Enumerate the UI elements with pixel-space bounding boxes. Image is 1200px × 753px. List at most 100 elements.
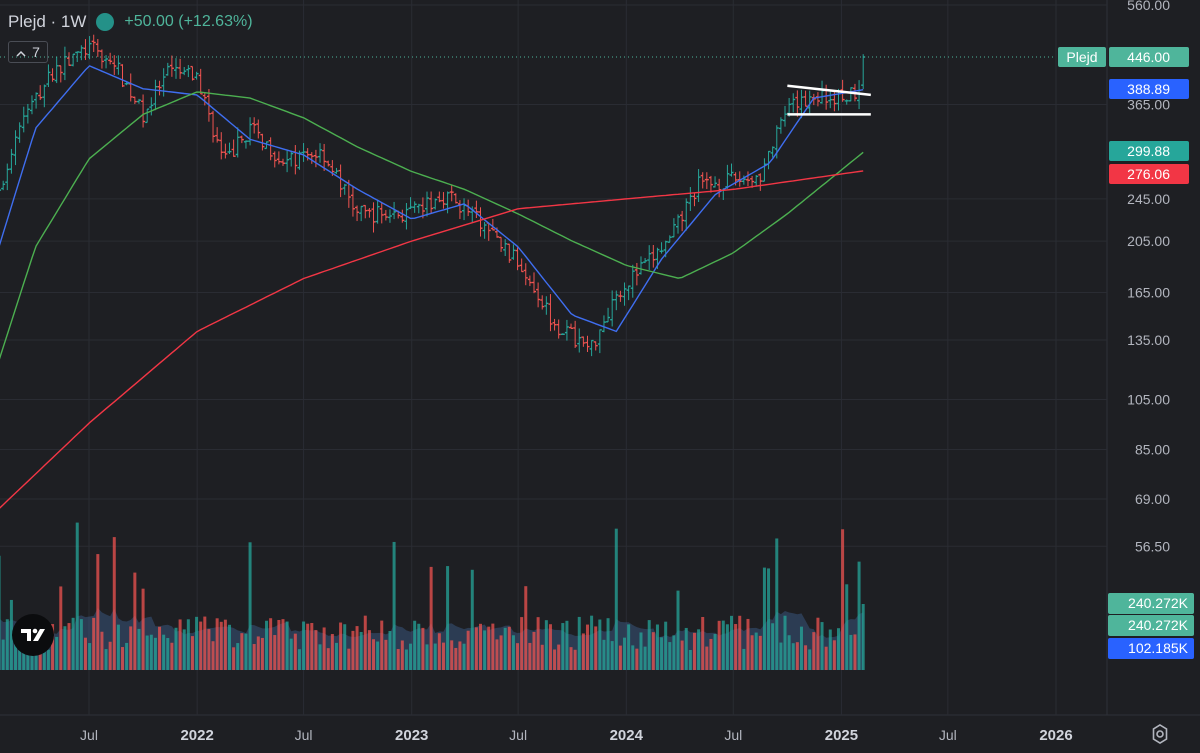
volume-bar <box>660 637 664 670</box>
volume-bar <box>244 633 248 670</box>
volume-bar <box>820 622 824 670</box>
time-axis-label: 2026 <box>1039 727 1072 744</box>
volume-tag-bg <box>1108 615 1194 636</box>
volume-bar <box>413 620 417 670</box>
volume-bar <box>34 647 38 670</box>
volume-bar <box>306 623 310 670</box>
volume-bar <box>713 633 717 670</box>
price-tag-bg <box>1109 47 1189 67</box>
volume-bar <box>347 648 351 670</box>
volume-bar <box>322 627 326 670</box>
volume-bar <box>211 641 215 670</box>
volume-bar <box>553 649 557 670</box>
volume-bar <box>487 626 491 670</box>
volume-bar <box>544 620 548 670</box>
volume-bar <box>565 620 569 670</box>
volume-bar <box>812 632 816 670</box>
volume-bar <box>479 623 483 670</box>
volume-bar <box>717 620 721 670</box>
volume-bar <box>92 617 96 670</box>
volume-bar <box>5 619 9 670</box>
volume-bar <box>857 561 861 670</box>
volume-tag-text: 102.185K <box>1128 640 1189 656</box>
volume-bar <box>775 538 779 670</box>
volume-bar <box>437 633 441 670</box>
volume-bar <box>404 649 408 670</box>
volume-bar <box>310 622 314 670</box>
volume-bar <box>548 624 552 670</box>
price-axis-label: 85.00 <box>1135 442 1170 458</box>
volume-bar <box>746 618 750 670</box>
volume-bar <box>725 624 729 670</box>
volume-bar <box>133 572 137 670</box>
tradingview-logo-icon[interactable] <box>12 614 54 656</box>
price-value-tag: 388.89 <box>1109 79 1189 99</box>
price-axis-label: 135.00 <box>1127 332 1170 348</box>
volume-tag-text: 240.272K <box>1128 595 1189 611</box>
volume-bar <box>684 627 688 670</box>
symbol-title[interactable]: Plejd · 1W <box>8 12 87 31</box>
volume-bar <box>651 632 655 670</box>
volume-bar <box>841 529 845 670</box>
volume-bar <box>190 636 194 670</box>
volume-bar <box>297 649 301 670</box>
volume-bar <box>281 619 285 670</box>
volume-bar <box>162 634 166 670</box>
volume-bar <box>351 630 355 670</box>
volume-bar <box>55 636 59 670</box>
volume-bar <box>730 615 734 670</box>
settings-gear-icon[interactable] <box>1150 724 1170 744</box>
volume-bar <box>137 628 141 670</box>
volume-bar <box>849 634 853 670</box>
volume-bar <box>166 638 170 670</box>
volume-bar <box>524 586 528 670</box>
volume-bar <box>795 642 799 670</box>
volume-bar <box>433 643 437 670</box>
volume-bar <box>285 621 289 670</box>
volume-value-tag: 240.272K <box>1108 593 1194 614</box>
volume-bar <box>454 647 458 670</box>
volume-bar <box>125 642 129 670</box>
volume-bar <box>791 643 795 670</box>
volume-bar <box>429 566 433 670</box>
volume-bar <box>610 641 614 670</box>
price-tag-bg <box>1109 141 1189 161</box>
volume-bar <box>557 644 561 670</box>
volume-bar <box>359 631 363 670</box>
volume-bar <box>655 624 659 670</box>
price-axis-label: 105.00 <box>1127 392 1170 408</box>
volume-value-tag: 102.185K <box>1108 638 1194 659</box>
volume-bar <box>388 630 392 670</box>
volume-bar <box>195 616 199 670</box>
price-axis-label: 560.00 <box>1127 0 1170 13</box>
volume-bar <box>585 624 589 670</box>
volume-bar <box>265 620 269 670</box>
volume-bar <box>363 615 367 670</box>
volume-bar <box>9 599 13 670</box>
volume-bar <box>816 617 820 670</box>
volume-bar <box>170 642 174 670</box>
volume-bar <box>14 631 18 670</box>
volume-bar <box>701 616 705 670</box>
volume-bar <box>647 620 651 670</box>
indicators-toggle-button[interactable]: 7 <box>8 41 48 63</box>
volume-bar <box>215 618 219 670</box>
volume-bar <box>507 626 511 670</box>
volume-bar <box>767 568 771 670</box>
volume-bar <box>174 627 178 670</box>
volume-bar <box>100 631 104 670</box>
volume-bar <box>836 628 840 670</box>
grid-vertical <box>88 0 1057 715</box>
volume-bar <box>573 649 577 670</box>
volume-bar <box>314 630 318 670</box>
volume-bar <box>441 642 445 670</box>
volume-bar <box>503 627 507 670</box>
volume-bar <box>758 635 762 670</box>
volume-bar <box>104 649 108 670</box>
volume-bar <box>742 648 746 670</box>
volume-bar <box>372 639 376 670</box>
price-axis-label: 69.00 <box>1135 491 1170 507</box>
volume-bar <box>569 647 573 670</box>
volume-bar <box>450 640 454 670</box>
